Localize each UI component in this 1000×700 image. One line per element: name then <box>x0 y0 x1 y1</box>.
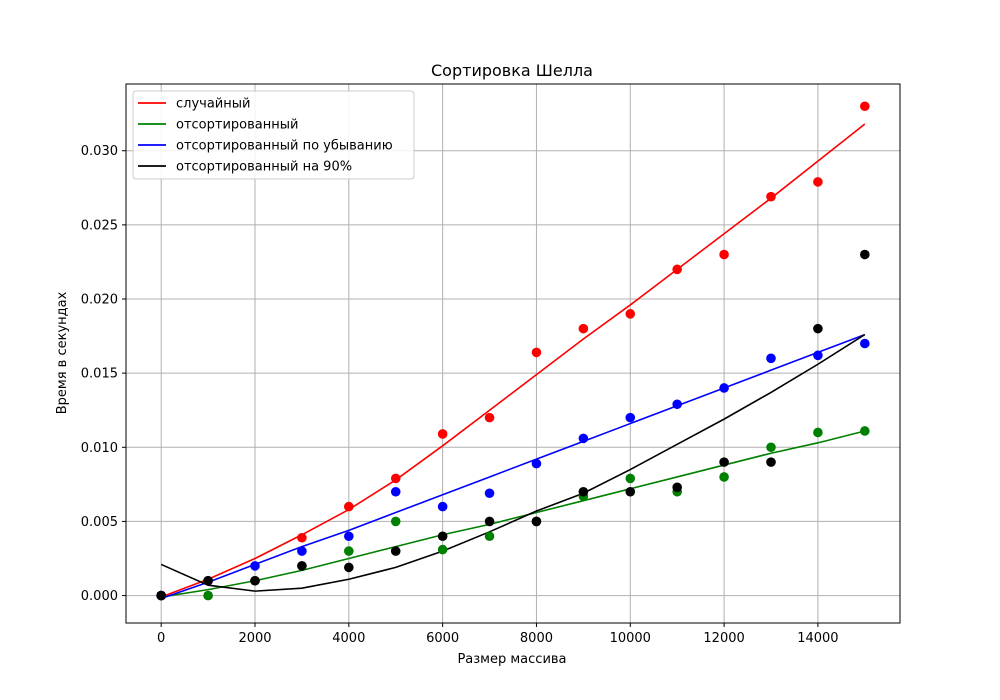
data-point-series-4 <box>719 457 729 467</box>
data-point-series-4 <box>203 575 213 586</box>
fit-line-series-4 <box>160 333 866 592</box>
data-point-series-4 <box>578 486 589 497</box>
data-point-series-1 <box>719 249 729 260</box>
y-tick-label: 0.025 <box>81 218 118 233</box>
fit-line-series-1 <box>160 123 866 598</box>
data-point-series-4 <box>344 562 354 573</box>
data-point-series-4 <box>156 590 166 601</box>
x-tick-label: 12000 <box>703 631 744 646</box>
data-point-series-1 <box>531 347 542 358</box>
data-points <box>156 101 870 601</box>
data-point-series-1 <box>578 323 589 334</box>
data-point-series-3 <box>766 353 776 364</box>
data-point-series-4 <box>625 486 636 497</box>
data-point-series-1 <box>437 429 448 439</box>
data-point-series-3 <box>625 412 636 423</box>
legend: случайный отсортированный отсортированный … <box>132 90 415 180</box>
data-point-series-4 <box>297 561 307 571</box>
data-point-series-3 <box>437 501 448 512</box>
data-point-series-2 <box>719 472 729 482</box>
x-tick-label: 6000 <box>426 631 459 646</box>
data-point-series-2 <box>203 590 213 601</box>
data-point-series-1 <box>813 177 823 187</box>
data-point-series-1 <box>625 309 636 319</box>
data-point-series-4 <box>766 457 776 467</box>
data-point-series-1 <box>672 264 682 275</box>
data-point-series-1 <box>297 532 307 543</box>
data-point-series-3 <box>531 458 542 469</box>
data-point-series-3 <box>578 433 589 444</box>
data-point-series-2 <box>813 427 823 438</box>
y-tick-label: 0.005 <box>81 515 118 530</box>
data-point-series-4 <box>531 516 542 527</box>
data-point-series-3 <box>719 383 729 393</box>
data-point-series-2 <box>344 546 354 556</box>
y-axis-title: Время в секундах <box>55 291 70 414</box>
data-point-series-4 <box>860 249 870 260</box>
x-tick-label: 8000 <box>520 631 553 646</box>
data-point-series-4 <box>250 575 260 586</box>
plot-frame <box>125 83 901 624</box>
data-point-series-4 <box>672 482 682 493</box>
y-tick-label: 0.020 <box>81 293 118 308</box>
data-point-series-4 <box>813 323 823 334</box>
legend-label: отсортированный <box>176 118 298 133</box>
legend-label: отсортированный на 90% <box>176 160 352 175</box>
data-point-series-3 <box>672 399 682 410</box>
data-point-series-4 <box>437 531 448 542</box>
x-tick-label: 2000 <box>238 631 271 646</box>
data-point-series-4 <box>390 546 401 556</box>
data-point-series-2 <box>484 531 495 542</box>
ticks: 0 2000 4000 6000 8000 10000 12000 14000 0.000 0.0… <box>81 144 839 646</box>
data-point-series-1 <box>766 191 776 202</box>
y-tick-label: 0.015 <box>81 367 118 382</box>
data-point-series-4 <box>484 516 495 527</box>
x-axis-title: Размер массива <box>457 652 566 667</box>
data-point-series-3 <box>813 350 823 361</box>
data-point-series-1 <box>344 501 354 512</box>
data-point-series-3 <box>344 531 354 542</box>
legend-box <box>132 90 415 180</box>
data-point-series-2 <box>625 473 636 484</box>
data-point-series-2 <box>437 544 448 555</box>
data-point-series-3 <box>297 546 307 556</box>
x-tick-label: 4000 <box>332 631 365 646</box>
legend-label: случайный <box>176 97 250 112</box>
data-point-series-1 <box>484 412 495 423</box>
fit-line-series-2 <box>161 430 866 598</box>
data-point-series-3 <box>484 488 495 499</box>
data-point-series-3 <box>390 486 401 497</box>
x-tick-label: 10000 <box>610 631 651 646</box>
data-point-series-3 <box>860 338 870 349</box>
data-point-series-2 <box>766 442 776 453</box>
y-tick-label: 0.000 <box>81 589 118 604</box>
data-point-series-1 <box>390 473 401 484</box>
data-point-series-3 <box>250 561 260 571</box>
data-point-series-1 <box>860 101 870 112</box>
legend-label: отсортированный по убыванию <box>176 139 393 154</box>
data-point-series-2 <box>860 426 870 436</box>
chart-title: Сортировка Шелла <box>431 61 593 80</box>
data-point-series-2 <box>390 516 401 527</box>
x-tick-label: 0 <box>157 631 165 646</box>
fit-lines <box>160 123 866 600</box>
fit-line-series-3 <box>160 333 866 600</box>
x-tick-label: 14000 <box>797 631 838 646</box>
y-tick-label: 0.030 <box>81 144 118 159</box>
y-tick-label: 0.010 <box>81 441 118 456</box>
